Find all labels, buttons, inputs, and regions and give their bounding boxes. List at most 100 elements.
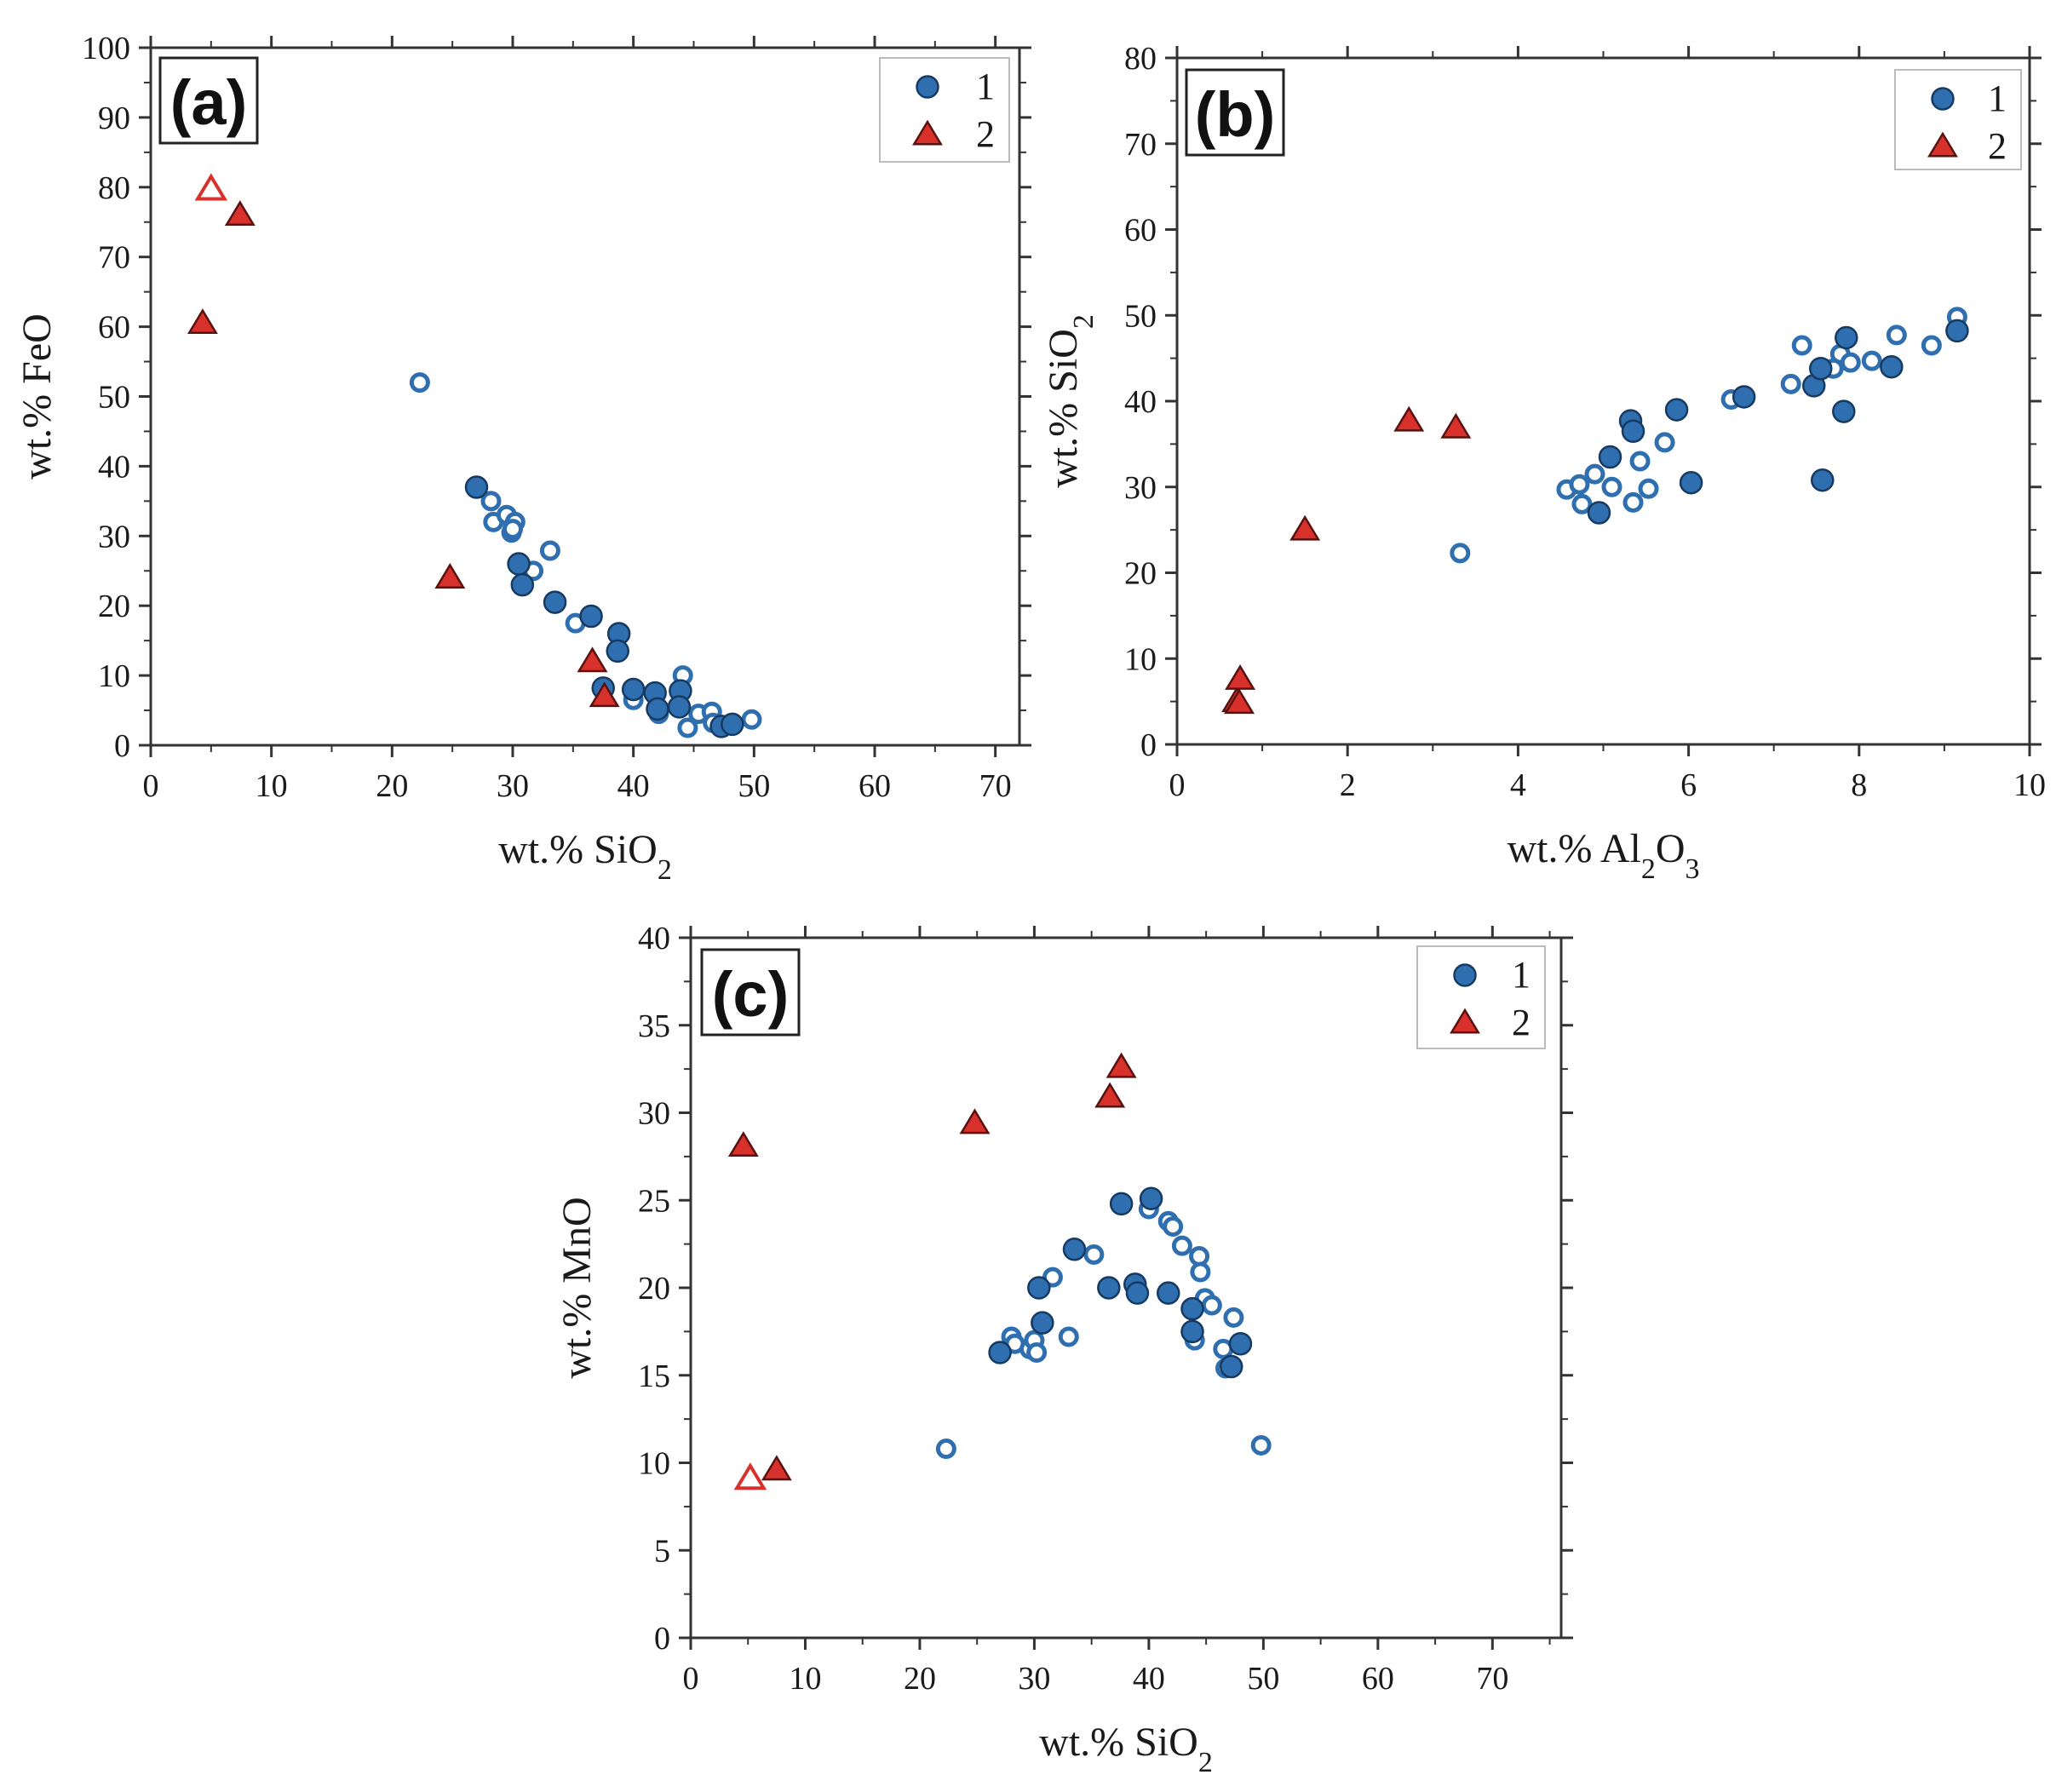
y-tick-label: 80 [98, 170, 130, 206]
x-tick-label: 60 [1362, 1661, 1394, 1697]
x-tick-label: 4 [1510, 767, 1526, 803]
data-point [1601, 476, 1622, 497]
x-tick-label: 30 [497, 768, 529, 804]
y-tick-label: 10 [638, 1446, 670, 1482]
data-point [187, 308, 218, 335]
x-axis-title: wt.% SiO2 [498, 827, 672, 886]
panel-label-box [700, 948, 801, 1037]
x-tick-label: 2 [1340, 767, 1356, 803]
series-1 [935, 1186, 1272, 1460]
data-point [543, 590, 567, 614]
x-tick-label: 70 [1476, 1661, 1508, 1697]
data-point [1780, 373, 1801, 394]
y-tick-label: 20 [1124, 556, 1157, 592]
y-tick-label: 40 [98, 449, 130, 485]
x-tick-label: 10 [789, 1661, 821, 1697]
y-axis-title: wt.% FeO [14, 313, 60, 480]
data-point [1832, 399, 1856, 423]
data-point [1027, 1276, 1051, 1300]
data-point [1201, 1295, 1222, 1316]
data-point [1219, 1354, 1243, 1379]
panel-0: 0 10 20 30 40 50 60 70 0 10 20 30 40 50 60 70 80 90 100 wt.… [14, 31, 1031, 886]
y-tick-label: 15 [638, 1358, 670, 1394]
y-tick-label: 30 [98, 519, 130, 554]
data-point [935, 1439, 956, 1460]
series-2 [727, 1052, 1137, 1490]
legend-box [879, 57, 1010, 163]
data-point [1180, 1296, 1204, 1321]
data-point [1083, 1243, 1105, 1265]
data-point [464, 475, 489, 499]
data-point [1638, 478, 1659, 499]
y-tick-label: 60 [1124, 213, 1157, 249]
data-point [1886, 325, 1907, 346]
data-point [1190, 1261, 1211, 1283]
legend: 12 [879, 57, 1010, 163]
data-point [621, 677, 646, 702]
data-point [589, 681, 620, 708]
y-tick-label: 90 [98, 101, 130, 136]
data-point [733, 1462, 767, 1490]
y-tick-label: 30 [1124, 470, 1157, 506]
y-tick-label: 50 [98, 380, 130, 416]
data-point [741, 709, 762, 730]
data-point [1228, 1332, 1253, 1356]
x-tick-label: 20 [904, 1661, 936, 1697]
y-tick-label: 60 [98, 310, 130, 346]
data-point [1584, 463, 1605, 485]
data-point [1654, 432, 1675, 453]
data-point [1732, 385, 1756, 409]
data-point [579, 604, 603, 629]
legend-box [1894, 69, 2022, 170]
data-point [1125, 1281, 1150, 1305]
data-point [1921, 335, 1942, 356]
data-point [539, 540, 560, 561]
legend-label-2: 2 [1988, 125, 2007, 167]
data-point [916, 75, 939, 99]
x-tick-label: 20 [376, 768, 408, 804]
data-point [1097, 1276, 1121, 1300]
y-tick-label: 35 [638, 1008, 670, 1044]
data-point [1835, 325, 1858, 350]
x-tick-label: 60 [859, 768, 891, 804]
data-point [1791, 335, 1812, 356]
x-tick-label: 0 [683, 1661, 699, 1697]
data-point [1440, 412, 1472, 439]
x-axis: 0 2 4 6 8 10 [1169, 46, 2046, 803]
y-tick-label: 50 [1124, 298, 1157, 334]
y-tick-label: 40 [638, 921, 670, 956]
data-point [1587, 501, 1611, 525]
legend: 12 [1894, 69, 2022, 170]
data-point [1569, 474, 1590, 495]
panel-2: 0 10 20 30 40 50 60 70 0 5 10 15 20 25 30 35 40 wt.% SiO2… [554, 921, 1573, 1778]
y-tick-label: 100 [82, 31, 130, 66]
data-point [577, 646, 608, 673]
data-point [1861, 350, 1882, 371]
data-point [1809, 356, 1833, 381]
data-point [1811, 468, 1835, 492]
data-point [1840, 352, 1861, 373]
x-tick-label: 40 [1133, 1661, 1165, 1697]
legend-box [1416, 945, 1546, 1049]
data-point [1163, 1216, 1184, 1238]
series-2 [187, 173, 620, 708]
panel-label: (a) [170, 67, 247, 138]
data-point [1450, 543, 1471, 564]
data-point [1621, 419, 1645, 444]
y-tick-label: 30 [638, 1096, 670, 1132]
data-point [1679, 470, 1703, 495]
x-tick-label: 6 [1680, 767, 1697, 803]
series-2 [1221, 405, 1472, 715]
data-point [1180, 1319, 1204, 1344]
data-point [988, 1341, 1012, 1364]
data-point [646, 697, 669, 721]
data-point [1106, 1052, 1137, 1078]
data-point [959, 1108, 991, 1134]
data-point [434, 563, 466, 589]
panel-label: (b) [1195, 79, 1276, 150]
x-axis: 0 10 20 30 40 50 60 70 [143, 36, 1012, 804]
data-point [1931, 87, 1955, 111]
data-point [721, 712, 744, 737]
y-tick-label: 20 [98, 589, 130, 624]
